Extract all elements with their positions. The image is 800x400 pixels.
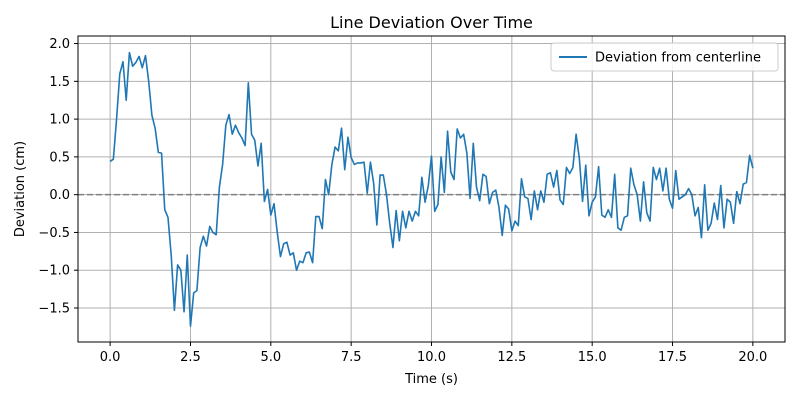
series-line-deviation (109, 51, 754, 327)
x-tick-label: 12.5 (497, 350, 526, 365)
x-tick-label: 0.0 (100, 350, 121, 365)
legend: Deviation from centerline (550, 42, 779, 72)
y-tick-label: 0.0 (49, 188, 70, 203)
y-tick-label: 0.5 (49, 150, 70, 165)
y-tick-label: 1.0 (49, 113, 70, 128)
y-tick-label: 1.5 (49, 75, 70, 90)
x-tick-label: 15.0 (578, 350, 607, 365)
x-tick-label: 10.0 (417, 350, 446, 365)
chart-title: Line Deviation Over Time (330, 13, 533, 32)
x-tick-label: 5.0 (260, 350, 281, 365)
series-group (109, 51, 754, 327)
y-axis-label: Deviation (cm) (13, 141, 28, 237)
legend-label-deviation: Deviation from centerline (595, 51, 761, 66)
y-tick-label: 2.0 (49, 37, 70, 52)
x-tick-label: 17.5 (658, 350, 687, 365)
x-tick-label: 7.5 (341, 350, 362, 365)
x-tick-label: 20.0 (738, 350, 767, 365)
x-tick-label: 2.5 (180, 350, 201, 365)
legend-box (550, 42, 779, 72)
axis-ticks: 0.0 2.5 5.0 7.5 10.0 12.5 15.0 17.5 20.0 −1.5 −1.0… (38, 37, 767, 365)
y-tick-label: −0.5 (38, 226, 70, 241)
y-tick-label: −1.0 (38, 264, 70, 279)
x-axis-label: Time (s) (404, 372, 458, 387)
y-tick-label: −1.5 (38, 302, 70, 317)
